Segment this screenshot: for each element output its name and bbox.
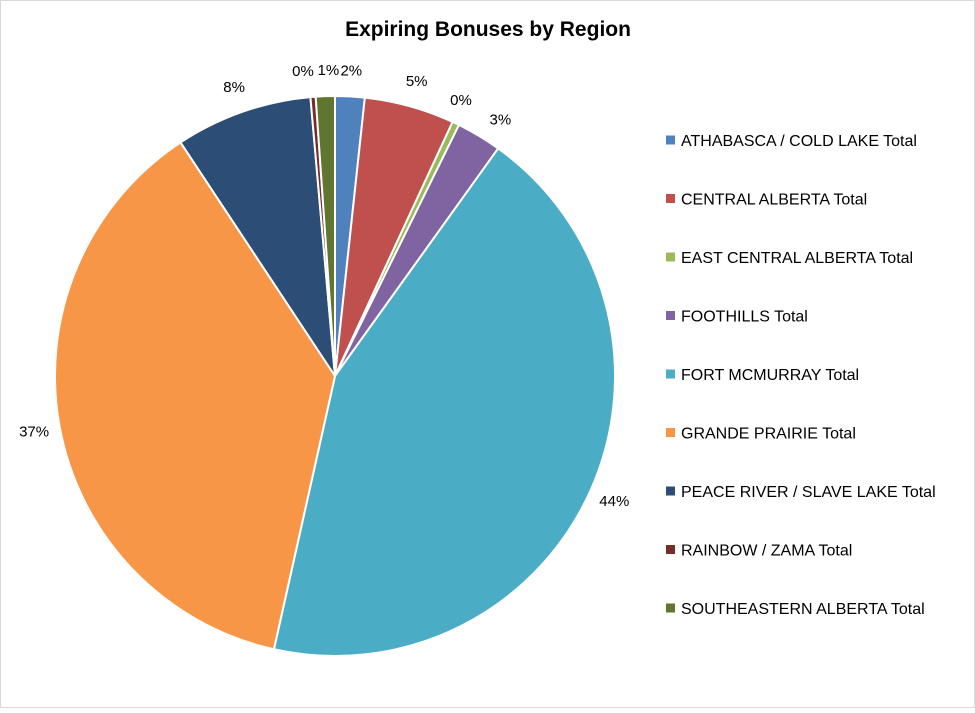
pie-slice-fort-mcmurray-total bbox=[272, 147, 616, 657]
legend-label-east-central-alberta-total: EAST CENTRAL ALBERTA Total bbox=[681, 250, 913, 267]
legend: ATHABASCA / COLD LAKE Total CENTRAL ALBER… bbox=[666, 133, 936, 618]
legend-swatch-grande-prairie-total bbox=[666, 428, 675, 437]
legend-label-central-alberta-total: CENTRAL ALBERTA Total bbox=[681, 192, 867, 209]
pie-slice-peace-river-slave-lake-total bbox=[179, 96, 336, 377]
legend-swatch-rainbow-zama-total bbox=[666, 545, 675, 554]
legend-swatch-central-alberta-total bbox=[666, 194, 675, 203]
legend-label-peace-river-slave-lake-total: PEACE RIVER / SLAVE LAKE Total bbox=[681, 484, 936, 501]
slice-label-peace-river-slave-lake-total: 8% bbox=[223, 79, 245, 96]
slice-label-athabasca-cold-lake-total: 2% bbox=[340, 62, 362, 79]
slice-label-foothills-total: 3% bbox=[490, 112, 512, 129]
legend-swatch-peace-river-slave-lake-total bbox=[666, 486, 675, 496]
pie-slice-southeastern-alberta-total bbox=[314, 95, 336, 377]
slice-label-southeastern-alberta-total: 1% bbox=[318, 62, 340, 79]
slice-label-grande-prairie-total: 37% bbox=[19, 423, 49, 440]
slice-label-central-alberta-total: 5% bbox=[406, 73, 428, 90]
chart-title: Expiring Bonuses by Region bbox=[345, 18, 631, 41]
slice-label-rainbow-zama-total: 0% bbox=[292, 63, 314, 80]
legend-label-fort-mcmurray-total: FORT MCMURRAY Total bbox=[681, 367, 859, 384]
slice-labels: 2%5%0%3%44%37%8%0% 1% bbox=[19, 62, 629, 510]
slice-label-east-central-alberta-total: 0% bbox=[450, 92, 472, 109]
legend-swatch-southeastern-alberta-total bbox=[666, 603, 675, 613]
pie-slices bbox=[54, 95, 616, 657]
legend-swatch-foothills-total bbox=[666, 311, 675, 320]
legend-label-rainbow-zama-total: RAINBOW / ZAMA Total bbox=[681, 543, 852, 560]
legend-label-grande-prairie-total: GRANDE PRAIRIE Total bbox=[681, 426, 856, 443]
legend-swatch-east-central-alberta-total bbox=[666, 252, 675, 262]
legend-swatch-fort-mcmurray-total bbox=[666, 369, 675, 379]
legend-swatch-athabasca-cold-lake-total bbox=[666, 135, 675, 145]
pie-slice-grande-prairie-total bbox=[54, 141, 336, 651]
legend-label-athabasca-cold-lake-total: ATHABASCA / COLD LAKE Total bbox=[681, 133, 917, 150]
legend-label-foothills-total: FOOTHILLS Total bbox=[681, 309, 808, 326]
slice-label-fort-mcmurray-total: 44% bbox=[599, 493, 629, 510]
legend-label-southeastern-alberta-total: SOUTHEASTERN ALBERTA Total bbox=[681, 601, 925, 618]
